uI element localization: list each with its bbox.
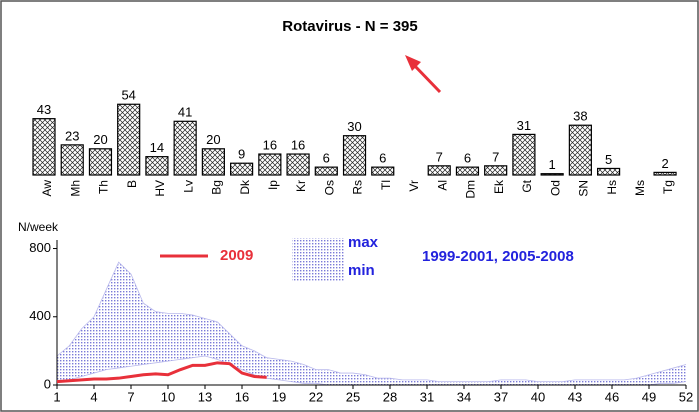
chart-title: Rotavirus - N = 395 <box>282 18 417 35</box>
bar <box>596 167 621 176</box>
data-label: 16 <box>263 137 277 152</box>
x-tick-label: 4 <box>90 389 97 404</box>
data-label: 38 <box>573 109 587 124</box>
legend-label: 2009 <box>220 247 253 264</box>
x-tick-label: HV <box>153 180 167 197</box>
bar <box>145 156 169 176</box>
bar <box>201 148 225 176</box>
x-tick-label: 40 <box>531 389 545 404</box>
x-tick-label: 52 <box>679 389 693 404</box>
x-tick-label: 37 <box>494 389 508 404</box>
bar <box>653 171 677 176</box>
legend-label: max <box>348 234 379 251</box>
bar <box>258 153 282 176</box>
x-tick-label: Od <box>548 180 562 196</box>
bar <box>455 166 480 176</box>
x-tick-label: Gt <box>520 179 534 192</box>
x-tick-label: Os <box>322 180 336 195</box>
x-tick-label: 31 <box>420 389 434 404</box>
x-tick-label: Lv <box>181 180 195 193</box>
x-tick-label: 28 <box>383 389 397 404</box>
data-label: 54 <box>121 88 135 103</box>
bar <box>540 173 564 176</box>
data-label: 31 <box>517 118 531 133</box>
x-tick-label: 16 <box>235 389 249 404</box>
x-tick-label: Hs <box>605 180 619 195</box>
x-tick-label: 10 <box>161 389 175 404</box>
x-tick-label: SN <box>577 180 591 197</box>
x-tick-label: 49 <box>642 389 656 404</box>
y-tick-label: 400 <box>29 308 51 323</box>
range-band <box>57 262 686 385</box>
data-label: 6 <box>379 151 386 166</box>
data-label: 16 <box>291 137 305 152</box>
x-tick-label: Mh <box>68 180 82 197</box>
x-tick-label: Ek <box>492 179 506 194</box>
x-tick-label: 1 <box>53 389 60 404</box>
x-tick-label: Tg <box>661 180 675 194</box>
data-label: 9 <box>238 147 245 162</box>
x-tick-label: Bg <box>210 180 224 195</box>
x-tick-label: Vr <box>407 180 421 192</box>
x-tick-label: Th <box>97 180 111 194</box>
x-tick-label: Dk <box>238 179 252 195</box>
data-label: 43 <box>37 102 51 117</box>
legend-label: min <box>348 262 375 279</box>
x-tick-label: Tl <box>379 180 393 190</box>
y-tick-label: 800 <box>29 240 51 255</box>
data-label: 6 <box>464 151 471 166</box>
x-tick-label: B <box>125 180 139 188</box>
bar <box>32 118 56 176</box>
line <box>56 361 267 384</box>
bar <box>484 165 508 176</box>
bar <box>117 103 141 176</box>
x-tick-label: 22 <box>309 389 323 404</box>
x-tick-label: 46 <box>605 389 619 404</box>
data-label: 6 <box>323 151 330 166</box>
x-tick-label: 34 <box>457 389 471 404</box>
bar <box>427 165 451 176</box>
x-tick-label: Ip <box>266 180 280 190</box>
x-tick-label: 7 <box>127 389 134 404</box>
data-label: 14 <box>150 140 164 155</box>
data-label: 7 <box>492 149 499 164</box>
bar <box>286 153 310 176</box>
x-tick-label: Aw <box>40 180 54 197</box>
x-tick-label: 13 <box>198 389 212 404</box>
data-label: 30 <box>347 119 361 134</box>
x-tick-label: Kr <box>294 180 308 192</box>
data-label: 1 <box>549 157 556 172</box>
data-label: 5 <box>605 152 612 167</box>
x-tick-label: Dm <box>464 180 478 199</box>
bar <box>371 166 395 176</box>
legend-swatch <box>292 238 344 282</box>
arrow <box>405 55 442 94</box>
legend-label: 1999-2001, 2005-2008 <box>422 248 574 265</box>
bar <box>342 135 367 176</box>
x-tick-label: 19 <box>272 389 286 404</box>
x-tick-label: Ms <box>633 180 647 196</box>
bar <box>60 144 84 176</box>
bar <box>314 166 338 176</box>
data-label: 7 <box>436 149 443 164</box>
y-tick-label: 0 <box>44 376 51 391</box>
bar <box>173 120 197 176</box>
y-axis-label: N/week <box>18 220 59 234</box>
bar <box>88 148 113 176</box>
data-label: 20 <box>93 132 107 147</box>
data-label: 2 <box>661 156 668 171</box>
x-tick-label: Al <box>435 180 449 191</box>
data-label: 41 <box>178 105 192 120</box>
bar <box>230 162 254 176</box>
data-label: 20 <box>206 132 220 147</box>
bar <box>512 133 536 176</box>
x-tick-label: 43 <box>568 389 582 404</box>
data-label: 23 <box>65 128 79 143</box>
band-edge <box>56 261 687 382</box>
x-tick-label: Rs <box>351 180 365 195</box>
x-tick-label: 25 <box>346 389 360 404</box>
bar <box>568 124 592 176</box>
